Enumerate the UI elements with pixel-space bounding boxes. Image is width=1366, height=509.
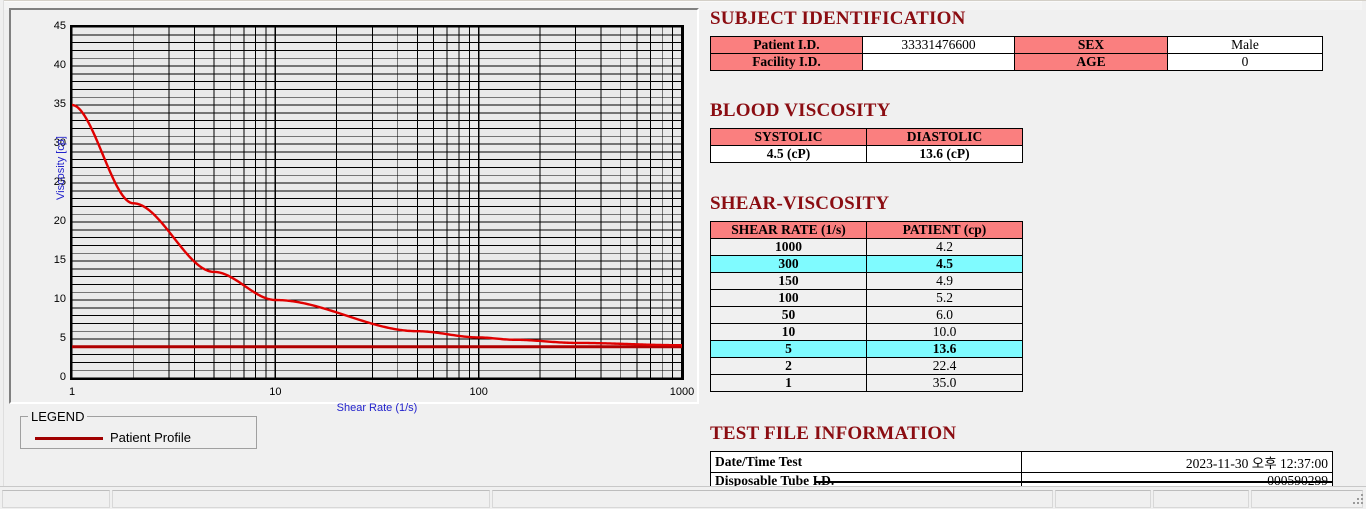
status-panel-3 — [492, 490, 1053, 508]
subject-value-cell — [862, 53, 1015, 71]
table-row: 50 6.0 — [710, 306, 1023, 324]
patient-viscosity-cell: 4.5 — [866, 255, 1023, 273]
subject-value-cell: 33331476600 — [862, 36, 1015, 54]
subject-value2-cell: Male — [1167, 36, 1323, 54]
patient-viscosity-cell: 4.9 — [866, 272, 1023, 290]
table-row: 300 4.5 — [710, 255, 1023, 273]
shear-rate-cell: 150 — [710, 272, 867, 290]
y-tick-label: 20 — [53, 215, 66, 227]
status-panel-1 — [2, 490, 110, 508]
table-row: Patient I.D. 33331476600 SEX Male — [710, 36, 1323, 54]
y-axis-ticks: 0 5 10 15 20 25 30 35 40 45 — [26, 12, 66, 400]
patient-viscosity-cell: 6.0 — [866, 306, 1023, 324]
section-shear-viscosity: SHEAR-VISCOSITY SHEAR RATE (1/s) PATIENT … — [708, 193, 1023, 392]
legend-line-swatch — [35, 437, 103, 440]
y-tick-label: 45 — [53, 20, 66, 32]
status-panel-5 — [1153, 490, 1249, 508]
testfile-label-cell: Date/Time Test — [710, 451, 1022, 473]
table-row: 5 13.6 — [710, 340, 1023, 358]
status-panel-4 — [1055, 490, 1151, 508]
subject-heading: SUBJECT IDENTIFICATION — [710, 8, 966, 29]
x-tick-label: 1000 — [669, 386, 695, 398]
table-header-row: SHEAR RATE (1/s) PATIENT (cp) — [710, 221, 1023, 239]
status-panel-6 — [1251, 490, 1363, 508]
y-axis-label: Viscosity [cp] — [55, 136, 67, 200]
plot-area[interactable] — [70, 25, 684, 380]
table-row: 1 35.0 — [710, 374, 1023, 392]
shear-rate-cell: 1000 — [710, 238, 867, 256]
patient-viscosity-cell: 4.2 — [866, 238, 1023, 256]
shear-rate-cell: 5 — [710, 340, 867, 358]
blood-value-cell: 13.6 (cP) — [866, 145, 1023, 163]
table-row: 100 5.2 — [710, 289, 1023, 307]
shear-viscosity-heading: SHEAR-VISCOSITY — [710, 193, 890, 214]
table-row: 150 4.9 — [710, 272, 1023, 290]
subject-label-cell: Patient I.D. — [710, 36, 863, 54]
testfile-value-cell: 2023-11-30 오후 12:37:00 — [1021, 451, 1333, 473]
x-tick-label: 10 — [269, 386, 282, 398]
patient-viscosity-cell: 5.2 — [866, 289, 1023, 307]
y-tick-label: 5 — [59, 332, 66, 344]
shear-rate-cell: 10 — [710, 323, 867, 341]
section-test-file-information: TEST FILE INFORMATION Date/Time Test 2023… — [708, 423, 1333, 490]
patient-viscosity-cell: 13.6 — [866, 340, 1023, 358]
test-file-table: Date/Time Test 2023-11-30 오후 12:37:00 Disp… — [710, 451, 1333, 490]
shear-header-cell: PATIENT (cp) — [866, 221, 1023, 239]
x-tick-label: 100 — [469, 386, 488, 398]
section-subject-identification: SUBJECT IDENTIFICATION Patient I.D. 33331… — [708, 8, 1323, 71]
legend-group-title: LEGEND — [28, 409, 88, 424]
chart-inner-area: 0 5 10 15 20 25 30 35 40 45 1 10 100 1000 Viscosity … — [13, 12, 695, 414]
subject-label2-cell: AGE — [1014, 53, 1168, 71]
legend-entry-label: Patient Profile — [110, 430, 191, 445]
shear-rate-cell: 300 — [710, 255, 867, 273]
patient-viscosity-cell: 10.0 — [866, 323, 1023, 341]
viscosity-chart-panel[interactable]: 0 5 10 15 20 25 30 35 40 45 1 10 100 1000 Viscosity … — [9, 8, 699, 414]
table-row: 4.5 (cP) 13.6 (cP) — [710, 145, 1023, 163]
shear-rate-cell: 100 — [710, 289, 867, 307]
y-tick-label: 15 — [53, 254, 66, 266]
table-row: 1000 4.2 — [710, 238, 1023, 256]
blood-header-cell: DIASTOLIC — [866, 128, 1023, 146]
patient-viscosity-cell: 35.0 — [866, 374, 1023, 392]
y-tick-label: 10 — [53, 293, 66, 305]
shear-rate-cell: 1 — [710, 374, 867, 392]
blood-viscosity-table: SYSTOLIC DIASTOLIC 4.5 (cP) 13.6 (cP) — [710, 128, 1023, 163]
y-tick-label: 0 — [59, 371, 66, 383]
shear-viscosity-table: SHEAR RATE (1/s) PATIENT (cp) 1000 4.2 300 4.… — [710, 221, 1023, 392]
table-row: Facility I.D. AGE 0 — [710, 53, 1323, 71]
blood-value-cell: 4.5 (cP) — [710, 145, 867, 163]
report-column: SUBJECT IDENTIFICATION Patient I.D. 33331… — [708, 8, 1358, 490]
shear-rate-cell: 2 — [710, 357, 867, 375]
y-tick-label: 25 — [53, 176, 66, 188]
status-bar — [0, 486, 1366, 509]
horizontal-rule — [816, 481, 1332, 483]
window-left-edge — [0, 0, 4, 486]
subject-label2-cell: SEX — [1014, 36, 1168, 54]
x-axis-label: Shear Rate (1/s) — [336, 402, 418, 414]
blood-viscosity-heading: BLOOD VISCOSITY — [710, 100, 891, 121]
y-tick-label: 30 — [53, 137, 66, 149]
subject-value2-cell: 0 — [1167, 53, 1323, 71]
plot-svg — [72, 27, 682, 378]
window-inner-frame — [4, 1, 1362, 10]
patient-viscosity-cell: 22.4 — [866, 357, 1023, 375]
test-file-heading: TEST FILE INFORMATION — [710, 423, 957, 444]
table-row: 2 22.4 — [710, 357, 1023, 375]
x-tick-label: 1 — [68, 386, 76, 398]
shear-header-cell: SHEAR RATE (1/s) — [710, 221, 867, 239]
resize-grip-icon[interactable] — [1352, 493, 1364, 505]
status-panel-2 — [112, 490, 490, 508]
y-tick-label: 35 — [53, 98, 66, 110]
shear-rate-cell: 50 — [710, 306, 867, 324]
table-row: 10 10.0 — [710, 323, 1023, 341]
blood-header-cell: SYSTOLIC — [710, 128, 867, 146]
table-row: Date/Time Test 2023-11-30 오후 12:37:00 — [710, 451, 1333, 473]
x-axis-ticks: 1 10 100 1000 — [13, 12, 703, 400]
subject-label-cell: Facility I.D. — [710, 53, 863, 71]
y-tick-label: 40 — [53, 59, 66, 71]
table-header-row: SYSTOLIC DIASTOLIC — [710, 128, 1023, 146]
section-blood-viscosity: BLOOD VISCOSITY SYSTOLIC DIASTOLIC 4.5 (cP… — [708, 100, 1023, 163]
subject-table: Patient I.D. 33331476600 SEX Male Facility I… — [710, 36, 1323, 71]
